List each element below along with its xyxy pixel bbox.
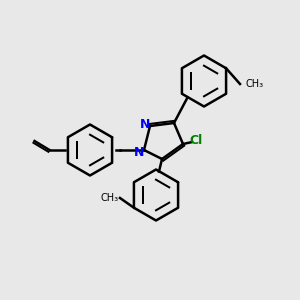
Text: CH₃: CH₃ [100,193,118,203]
Text: CH₃: CH₃ [245,79,263,89]
Text: N: N [140,118,151,131]
Text: N: N [134,146,145,160]
Text: Cl: Cl [190,134,203,148]
